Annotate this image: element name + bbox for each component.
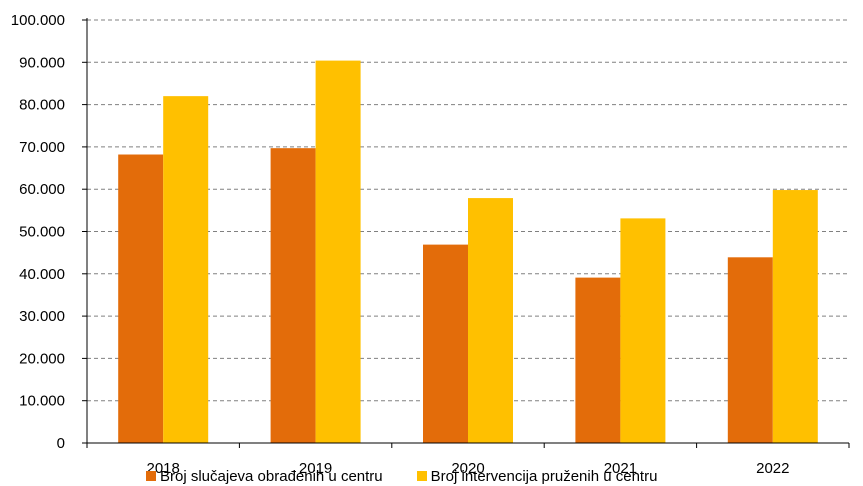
y-tick-label: 90.000 xyxy=(19,54,65,71)
y-tick-label: 60.000 xyxy=(19,181,65,198)
x-tick-label: 2022 xyxy=(756,460,789,477)
legend-swatch-cases xyxy=(146,471,156,481)
legend-label-interventions: Broj intervencija pruženih u centru xyxy=(430,467,658,485)
legend: Broj slučajeva obrađenih u centru Broj i… xyxy=(146,466,691,486)
y-axis-tick-labels: 0 10.000 20.000 30.000 40.000 50.000 60.000 70.… xyxy=(11,12,65,452)
y-tick-label: 10.000 xyxy=(19,393,65,410)
y-tick-label: 20.000 xyxy=(19,350,65,367)
y-tick-label: 50.000 xyxy=(19,224,65,241)
bar-interventions-2021 xyxy=(620,218,666,443)
x-tick-label: 2019 xyxy=(299,460,332,477)
legend-item-interventions: Broj intervencija pruženih u centru xyxy=(416,467,658,485)
y-tick-label: 40.000 xyxy=(19,266,65,283)
y-tick-label: 0 xyxy=(57,435,65,452)
axes xyxy=(82,18,850,448)
y-tick-label: 80.000 xyxy=(19,97,65,114)
bar-interventions-2020 xyxy=(468,198,513,443)
bar-cases-2020 xyxy=(423,244,468,443)
bar-cases-2021 xyxy=(575,277,621,443)
y-tick-label: 30.000 xyxy=(19,308,65,325)
legend-swatch-interventions xyxy=(416,471,427,481)
x-tick-label: 2021 xyxy=(604,460,637,477)
bar-cases-2019 xyxy=(270,148,316,443)
bar-cases-2022 xyxy=(727,257,773,443)
bars xyxy=(118,60,818,444)
bar-interventions-2018 xyxy=(163,96,209,443)
legend-item-cases: Broj slučajeva obrađenih u centru xyxy=(146,468,383,485)
legend-label-cases: Broj slučajeva obrađenih u centru xyxy=(160,467,383,485)
bar-cases-2018 xyxy=(118,154,164,444)
y-tick-label: 100.000 xyxy=(11,12,65,29)
y-tick-label: 70.000 xyxy=(19,139,65,156)
bar-interventions-2022 xyxy=(772,190,818,443)
x-axis-tick-labels: 2018 2019 2020 2021 2022 xyxy=(147,460,790,477)
x-tick-label: 2020 xyxy=(451,460,484,477)
bar-interventions-2019 xyxy=(315,60,361,443)
